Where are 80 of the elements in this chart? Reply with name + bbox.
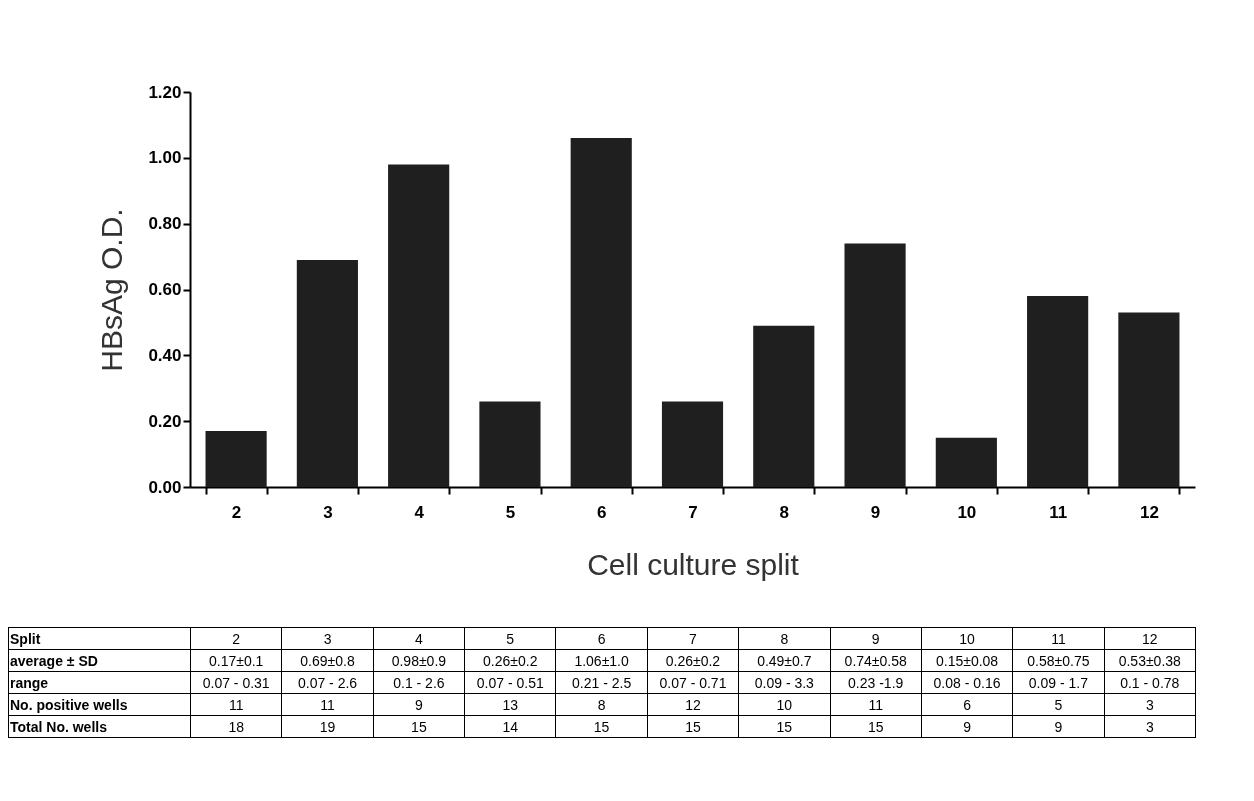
data-label: 0.53±0.38	[1104, 649, 1196, 672]
text: 3	[281, 627, 374, 650]
x-tick-label: 12	[1139, 502, 1159, 522]
text: 9	[373, 693, 465, 716]
y-tick-label: 0.20	[148, 411, 182, 431]
text: 0.08 - 0.16	[921, 671, 1013, 694]
category-label: 9	[1054, 718, 1063, 735]
text: 0.09 - 3.3	[738, 671, 831, 694]
text: Total No. wells	[8, 715, 191, 738]
text: 0.23 -1.9	[830, 671, 922, 694]
y-tick-label: 0.60	[148, 280, 182, 299]
data-label: 0.58±0.75	[1012, 649, 1105, 672]
text: 6	[555, 627, 648, 650]
text: 18	[190, 715, 282, 738]
y-tick-label: 0.40	[148, 345, 182, 365]
data-label: 0.69±0.8	[281, 649, 374, 672]
text: 15	[373, 715, 465, 738]
text: 5	[464, 627, 556, 650]
text: 12	[1104, 627, 1196, 650]
text: 0.07 - 2.6	[281, 671, 374, 694]
y-tick-label: 1.20	[148, 82, 182, 102]
text: 0.07 - 0.71	[647, 671, 739, 694]
x-tick-label: 11	[1049, 502, 1068, 522]
text: 15	[738, 715, 831, 738]
x-tick-label: 3	[323, 502, 333, 522]
data-label: 0.74±0.58	[830, 649, 922, 672]
text: 19	[281, 715, 374, 738]
text: 11	[1012, 627, 1105, 650]
x-tick-label: 2	[231, 502, 242, 522]
x-tick-label: 10	[957, 502, 977, 522]
x-tick-label: 6	[596, 502, 607, 522]
category-label: 12	[685, 696, 701, 713]
text: 15	[830, 715, 922, 738]
category-label: 5	[1054, 696, 1063, 713]
text: 14	[464, 715, 556, 738]
text: 11	[281, 693, 374, 716]
text: 10	[921, 627, 1013, 650]
data-label: 0.98±0.9	[373, 649, 465, 672]
category-label: 6	[963, 696, 971, 713]
data-label: 0.49±0.7	[738, 649, 831, 672]
text: 9	[921, 715, 1013, 738]
y-tick-label: 0.80	[148, 214, 182, 234]
text: 0.1 - 2.6	[373, 671, 465, 694]
text: 0.09 - 1.7	[1012, 671, 1105, 694]
category-label: 3	[1145, 718, 1154, 735]
data-label: 0.26±0.2	[464, 649, 556, 672]
text: 0.07 - 0.31	[190, 671, 282, 694]
y-tick-label: 1.00	[148, 148, 182, 168]
text: 0.1 - 0.78	[1104, 671, 1196, 694]
x-tick-label: 5	[505, 502, 516, 522]
data-label: 0.15±0.08	[921, 649, 1013, 672]
text: 0.21 - 2.5	[555, 671, 648, 694]
text: 8	[738, 627, 831, 650]
category-label: 11	[868, 696, 883, 713]
category-label: 2	[232, 630, 241, 647]
x-tick-label: 8	[779, 502, 790, 522]
x-tick-label: 4	[414, 502, 425, 522]
category-label: 7	[689, 630, 697, 647]
text: 11	[190, 693, 282, 716]
text: 13	[464, 693, 556, 716]
text: Split	[8, 627, 191, 650]
category-label: 4	[415, 630, 423, 647]
text: 3	[1104, 693, 1196, 716]
text: 9	[830, 627, 922, 650]
data-label: 0.17±0.1	[190, 649, 282, 672]
y-tick-label: 0.00	[148, 477, 182, 497]
text: 0.07 - 0.51	[464, 671, 556, 694]
text: 15	[555, 715, 648, 738]
text: range	[8, 671, 191, 694]
category-label: 8	[597, 696, 606, 713]
data-label: 1.06±1.0	[555, 649, 648, 672]
x-tick-label: 9	[870, 502, 881, 522]
text: average ± SD	[8, 649, 191, 672]
y-axis-title: HBsAg O.D.	[95, 208, 129, 372]
x-axis-title: Cell culture split	[587, 547, 800, 581]
data-label: 0.26±0.2	[647, 649, 739, 672]
x-tick-label: 7	[688, 502, 698, 522]
text: No. positive wells	[8, 693, 191, 716]
category-label: 10	[776, 696, 793, 713]
text: 15	[647, 715, 739, 738]
